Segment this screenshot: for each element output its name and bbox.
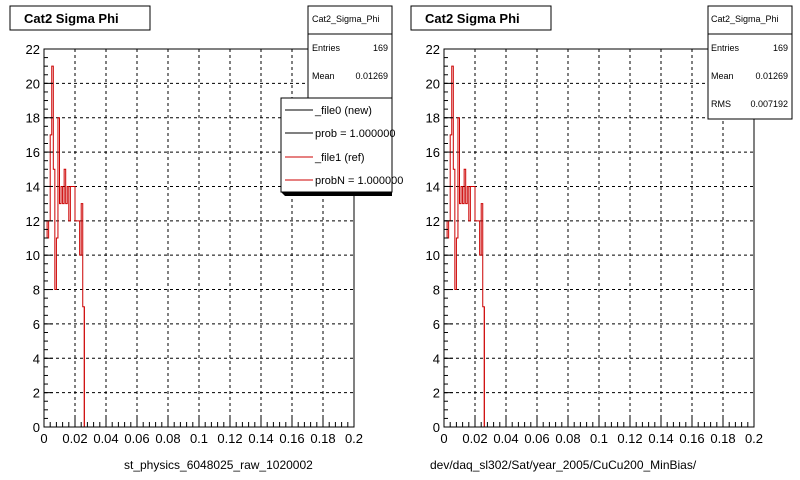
- right-xtick-label: 0.12: [617, 431, 642, 446]
- right-xtick-label: 0.08: [555, 431, 580, 446]
- left-x-axis: 0 0.02 0.04 0.06 0.08 0.1 0.12 0.14 0.16 0.18 0.2: [40, 417, 363, 446]
- left-xtick-label: 0.02: [62, 431, 87, 446]
- legend-shadow: [281, 192, 392, 196]
- legend-label-ref: _file1 (ref): [314, 152, 365, 164]
- right-ytick-label: 22: [426, 42, 440, 57]
- right-x-axis-label: dev/daq_sl302/Sat/year_2005/CuCu200_MinB…: [430, 458, 697, 472]
- left-ytick-label: 10: [26, 248, 40, 263]
- left-ytick-label: 14: [26, 179, 40, 194]
- left-ytick-label: 4: [33, 351, 40, 366]
- left-y-axis: 0 2 4 6 8 10 12 14 16 18 20 22: [26, 42, 53, 435]
- left-histogram: [45, 65, 91, 428]
- left-title: Cat2 Sigma Phi: [24, 11, 119, 26]
- left-stats-name: Cat2_Sigma_Phi: [312, 14, 380, 24]
- right-xtick-label: 0.16: [679, 431, 704, 446]
- left-stats-mean-label: Mean: [312, 71, 335, 81]
- right-panel: Cat2 Sigma Phi 0 2 4 6 8 10 12 14 16 18 20 22 0 0.02…: [410, 5, 793, 472]
- left-ytick-label: 12: [26, 214, 40, 229]
- right-ytick-label: 2: [433, 386, 440, 401]
- left-series-line: [45, 65, 91, 428]
- right-ytick-label: 0: [433, 420, 440, 435]
- left-panel: Cat2 Sigma Phi 0 2 4 6 8 10 12 14 16 18 20 22 0 0.02…: [9, 5, 403, 472]
- right-ytick-label: 12: [426, 214, 440, 229]
- left-title-box: [9, 5, 151, 31]
- left-ytick-label: 6: [33, 317, 40, 332]
- right-xtick-label: 0.14: [648, 431, 673, 446]
- right-stats-box: Cat2_Sigma_Phi Entries 169 Mean 0.01269 …: [707, 5, 793, 120]
- right-stats-entries-value: 169: [773, 43, 788, 53]
- right-stats-name: Cat2_Sigma_Phi: [711, 14, 779, 24]
- right-xtick-label: 0.18: [710, 431, 735, 446]
- left-ytick-label: 16: [26, 145, 40, 160]
- left-xtick-label: 0.2: [345, 431, 363, 446]
- right-grid: [444, 49, 754, 427]
- left-xtick-label: 0.18: [310, 431, 335, 446]
- right-ytick-label: 6: [433, 317, 440, 332]
- right-stats-entries-label: Entries: [711, 43, 740, 53]
- left-xtick-label: 0: [40, 431, 47, 446]
- legend-label-prob: prob = 1.000000: [315, 128, 395, 140]
- left-xtick-label: 0.16: [279, 431, 304, 446]
- right-histogram: [445, 65, 491, 428]
- right-ytick-label: 10: [426, 248, 440, 263]
- right-stats-mean-label: Mean: [711, 71, 734, 81]
- right-xtick-label: 0.04: [493, 431, 518, 446]
- left-ytick-label: 18: [26, 111, 40, 126]
- right-stats-rms-value: 0.007192: [750, 99, 788, 109]
- left-ytick-label: 0: [33, 420, 40, 435]
- left-xtick-label: 0.08: [155, 431, 180, 446]
- legend-label-probn: probN = 1.000000: [315, 175, 403, 187]
- left-ytick-label: 2: [33, 386, 40, 401]
- right-xtick-label: 0.2: [745, 431, 763, 446]
- left-stats-mean-value: 0.01269: [355, 71, 388, 81]
- right-series-line: [445, 65, 491, 428]
- left-ytick-label: 22: [26, 42, 40, 57]
- left-xtick-label: 0.14: [248, 431, 273, 446]
- right-title: Cat2 Sigma Phi: [425, 11, 520, 26]
- left-xtick-label: 0.1: [190, 431, 208, 446]
- right-x-axis: 0 0.02 0.04 0.06 0.08 0.1 0.12 0.14 0.16 0.18 0.2: [440, 417, 763, 446]
- right-ytick-label: 18: [426, 111, 440, 126]
- left-ytick-label: 8: [33, 283, 40, 298]
- legend-label-new: _file0 (new): [314, 105, 372, 117]
- right-ytick-label: 4: [433, 351, 440, 366]
- right-ytick-label: 14: [426, 179, 440, 194]
- right-ytick-label: 20: [426, 76, 440, 91]
- left-stats-entries-value: 169: [373, 43, 388, 53]
- left-legend: _file0 (new) prob = 1.000000 _file1 (ref…: [280, 97, 403, 196]
- right-xtick-label: 0: [440, 431, 447, 446]
- right-ytick-label: 8: [433, 283, 440, 298]
- right-title-box: [410, 5, 552, 31]
- right-stats-rms-label: RMS: [711, 99, 731, 109]
- right-xtick-label: 0.02: [462, 431, 487, 446]
- left-xtick-label: 0.12: [217, 431, 242, 446]
- left-xtick-label: 0.06: [124, 431, 149, 446]
- right-y-axis: 0 2 4 6 8 10 12 14 16 18 20 22: [426, 42, 453, 435]
- left-stats-entries-label: Entries: [312, 43, 341, 53]
- left-xtick-label: 0.04: [93, 431, 118, 446]
- right-xtick-label: 0.1: [590, 431, 608, 446]
- right-xtick-label: 0.06: [524, 431, 549, 446]
- left-x-axis-label: st_physics_6048025_raw_1020002: [124, 458, 313, 472]
- right-ytick-label: 16: [426, 145, 440, 160]
- left-ytick-label: 20: [26, 76, 40, 91]
- right-stats-mean-value: 0.01269: [755, 71, 788, 81]
